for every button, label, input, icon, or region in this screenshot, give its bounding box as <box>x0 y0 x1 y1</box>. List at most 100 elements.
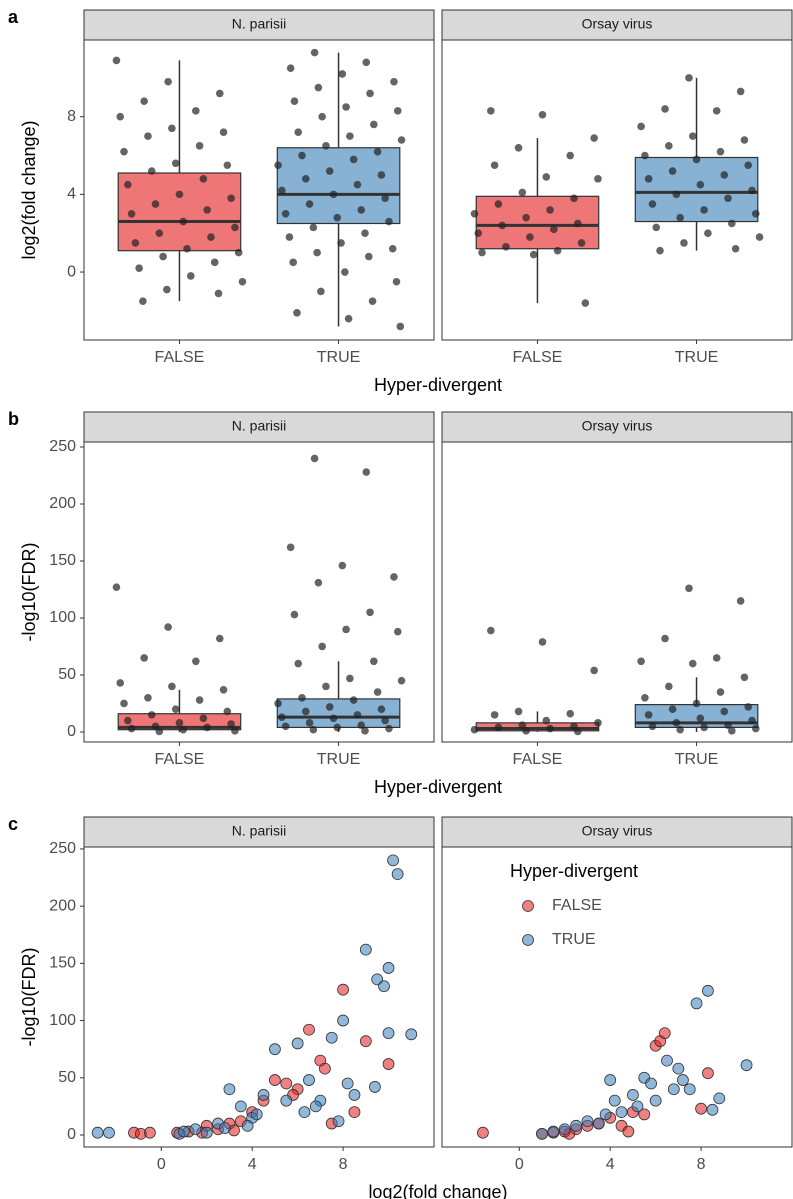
point <box>294 659 303 668</box>
point <box>183 244 191 253</box>
point <box>179 217 188 226</box>
point <box>622 1125 635 1138</box>
point <box>388 244 397 253</box>
point <box>250 1108 263 1121</box>
point <box>203 723 211 732</box>
point <box>278 186 286 195</box>
point <box>195 696 204 704</box>
point <box>637 122 645 131</box>
point <box>667 1083 680 1096</box>
point <box>333 723 342 732</box>
legend-label: FALSE <box>552 897 602 914</box>
point <box>546 206 554 214</box>
point <box>393 107 402 115</box>
point <box>627 1089 639 1101</box>
point <box>638 1108 651 1121</box>
point <box>338 561 347 570</box>
point <box>696 714 705 723</box>
point <box>155 229 164 238</box>
point <box>487 626 495 635</box>
point <box>672 1062 685 1075</box>
strip-label: N. parisii <box>232 16 286 32</box>
panel-border <box>83 39 435 341</box>
point <box>322 682 330 691</box>
point <box>234 248 243 257</box>
strip <box>441 411 793 443</box>
point <box>175 190 184 199</box>
y-tick-label: 200 <box>49 897 76 914</box>
point <box>120 147 128 156</box>
point <box>652 223 661 232</box>
point <box>332 1115 345 1128</box>
point <box>385 217 393 226</box>
point <box>751 724 760 733</box>
point <box>685 584 693 593</box>
point <box>357 206 366 214</box>
point <box>298 693 306 702</box>
point <box>338 70 347 78</box>
point <box>577 239 586 247</box>
point <box>373 147 382 156</box>
point <box>164 623 172 631</box>
point <box>342 625 350 634</box>
point <box>755 233 764 241</box>
point <box>341 1077 354 1090</box>
point <box>147 167 156 175</box>
point <box>192 657 200 666</box>
point <box>748 186 756 195</box>
point <box>599 1108 612 1121</box>
panel-label: a <box>8 7 19 27</box>
point <box>712 107 721 115</box>
point <box>366 89 374 98</box>
point <box>171 159 180 168</box>
point <box>573 219 582 228</box>
point <box>641 151 649 160</box>
point <box>680 239 688 247</box>
point <box>189 1123 202 1136</box>
point <box>594 175 602 183</box>
point <box>112 583 121 592</box>
point <box>594 719 602 727</box>
box <box>276 698 401 729</box>
point <box>301 175 310 183</box>
point <box>200 1126 213 1139</box>
point <box>716 147 725 156</box>
point <box>361 229 369 238</box>
point <box>227 194 235 203</box>
point <box>637 657 645 666</box>
strip-label: Orsay virus <box>582 823 653 839</box>
box <box>117 172 242 252</box>
point <box>285 233 294 241</box>
strip-label: N. parisii <box>232 823 286 839</box>
point <box>382 962 395 974</box>
point <box>215 634 224 643</box>
point <box>592 1117 605 1130</box>
y-tick-label: 0 <box>67 723 76 740</box>
legend-label: TRUE <box>552 931 596 948</box>
point <box>313 248 321 257</box>
point <box>526 233 534 241</box>
x-tick-label: 8 <box>339 1156 348 1173</box>
point <box>346 674 354 683</box>
point <box>658 1027 671 1040</box>
point <box>238 277 247 286</box>
point <box>144 693 152 702</box>
y-tick-label: 250 <box>49 438 76 455</box>
point <box>566 709 575 718</box>
point <box>116 679 125 687</box>
point <box>547 1125 560 1138</box>
point <box>269 1043 281 1056</box>
point <box>135 264 143 272</box>
point <box>140 654 148 662</box>
point <box>706 1103 719 1116</box>
point <box>377 171 386 179</box>
y-axis-title: -log10(FDR) <box>19 542 39 641</box>
point <box>231 223 239 232</box>
point <box>293 309 301 317</box>
point <box>553 246 562 255</box>
point <box>712 654 721 662</box>
point <box>364 252 373 261</box>
strip <box>83 816 435 848</box>
point <box>397 136 406 144</box>
